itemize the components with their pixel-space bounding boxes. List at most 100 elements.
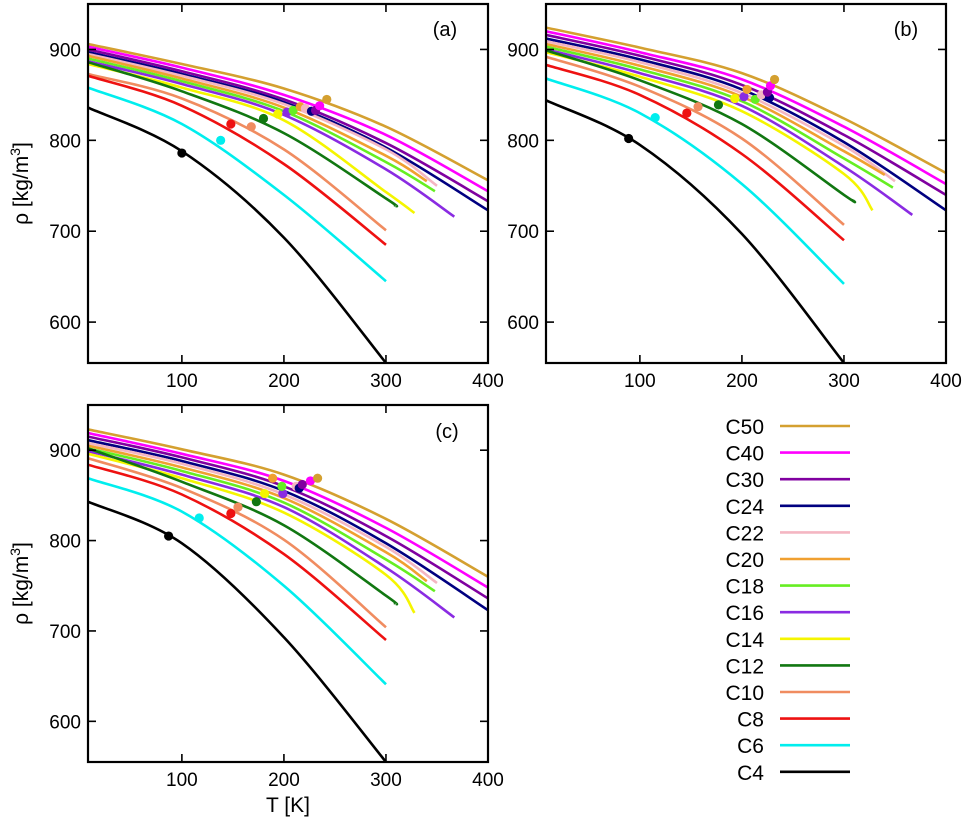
x-tick-label: 100 [166,770,198,791]
series-line-c12 [88,447,399,606]
series-line-c8 [546,63,845,242]
series-line-c24 [546,37,946,212]
series-line-c30 [546,33,946,197]
series-line-c40 [88,431,488,589]
marker-c18 [288,105,298,115]
series-line-c30 [88,48,488,203]
series-line-c12 [546,49,857,204]
x-tick-label: 300 [828,371,860,392]
x-axis-label: T [K] [266,794,310,817]
x-tick-label: 200 [268,371,300,392]
x-tick-label: 200 [268,770,300,791]
marker-c4 [624,133,634,144]
series-line-c4 [88,500,388,762]
series-line-c50 [88,42,488,182]
series-line-c4 [546,99,846,363]
y-tick-label: 900 [507,40,539,61]
marker-c18 [277,481,287,491]
legend-label: C8 [737,709,764,732]
marker-c20 [268,473,278,483]
series-line-c18 [88,447,436,593]
plot-frame [544,2,948,365]
legend-label: C24 [725,496,764,519]
y-axis-label: ρ [kg/m3] [7,142,33,225]
series-line-c14 [546,50,874,212]
marker-c6 [650,113,660,123]
y-tick-label: 700 [49,222,81,243]
x-tick-label: 300 [370,770,402,791]
x-tick-label: 400 [472,371,504,392]
marker-c8 [226,508,236,519]
legend-label: C14 [725,629,764,652]
panel-label: (c) [435,421,458,443]
series-line-c40 [88,45,488,193]
legend-label: C16 [725,602,764,625]
marker-c8 [226,119,236,129]
y-tick-label: 800 [49,131,81,152]
series-line-c8 [88,74,387,246]
series-line-c18 [546,45,894,189]
marker-c14 [273,109,283,119]
panel-label: (b) [894,19,918,41]
series-line-c22 [88,52,438,187]
series-line-c16 [546,48,914,216]
marker-c40 [315,101,325,111]
marker-c4 [164,531,174,541]
legend-label: C18 [725,576,764,599]
y-tick-label: 800 [507,131,539,152]
marker-c50 [312,473,323,483]
series-line-c24 [88,50,488,212]
series-line-c16 [88,449,456,619]
marker-c14 [259,488,270,499]
x-tick-label: 100 [166,371,198,392]
panel-2: 100 200 300 400 600 700 800 900 (b) [507,2,962,392]
marker-c14 [730,93,740,104]
series-line-c4 [88,106,388,363]
marker-c12 [258,113,269,124]
y-tick-label: 600 [49,313,81,334]
y-tick-label: 900 [49,40,81,61]
x-tick-label: 400 [472,770,504,791]
panel-3: 100 200 300 400 600 700 800 900 (c) ρ [kg/m3] T [K… [7,403,504,817]
marker-c10 [693,102,703,112]
y-tick-label: 600 [49,712,81,733]
legend-label: C6 [737,735,764,758]
marker-c4 [177,148,187,158]
series-line-c6 [88,86,387,283]
series-line-c8 [88,463,387,641]
legend-label: C4 [737,762,764,785]
panel-label: (a) [433,19,457,41]
marker-c20 [742,84,752,95]
marker-c8 [682,108,692,118]
marker-c16 [278,488,288,499]
plot-frame [86,403,490,764]
panel-1: 100 200 300 400 600 700 800 900 (a) ρ [kg/m3] [7,2,504,392]
marker-c10 [246,122,256,132]
marker-c12 [713,100,724,110]
x-tick-label: 200 [726,371,758,392]
series-group [546,26,946,363]
marker-c16 [739,92,749,102]
legend-label: C40 [725,443,764,466]
series-line-c50 [546,26,946,175]
y-axis-label: ρ [kg/m3] [7,542,33,625]
y-tick-label: 700 [49,622,81,643]
legend-label: C10 [725,682,764,705]
legend-label: C30 [725,469,764,492]
series-group [88,42,488,363]
series-line-c10 [546,55,845,226]
series-line-c40 [546,30,946,186]
series-line-c10 [88,72,387,232]
marker-c50 [322,94,332,105]
legend-label: C12 [725,655,764,678]
marker-c40 [305,476,316,486]
series-line-c6 [88,476,387,686]
x-tick-label: 100 [624,371,656,392]
y-tick-label: 800 [49,532,81,553]
marker-c10 [233,502,243,512]
y-tick-label: 900 [49,441,81,462]
x-tick-label: 300 [370,371,402,392]
plot-frame [86,2,490,365]
x-tick-label: 400 [930,371,962,392]
